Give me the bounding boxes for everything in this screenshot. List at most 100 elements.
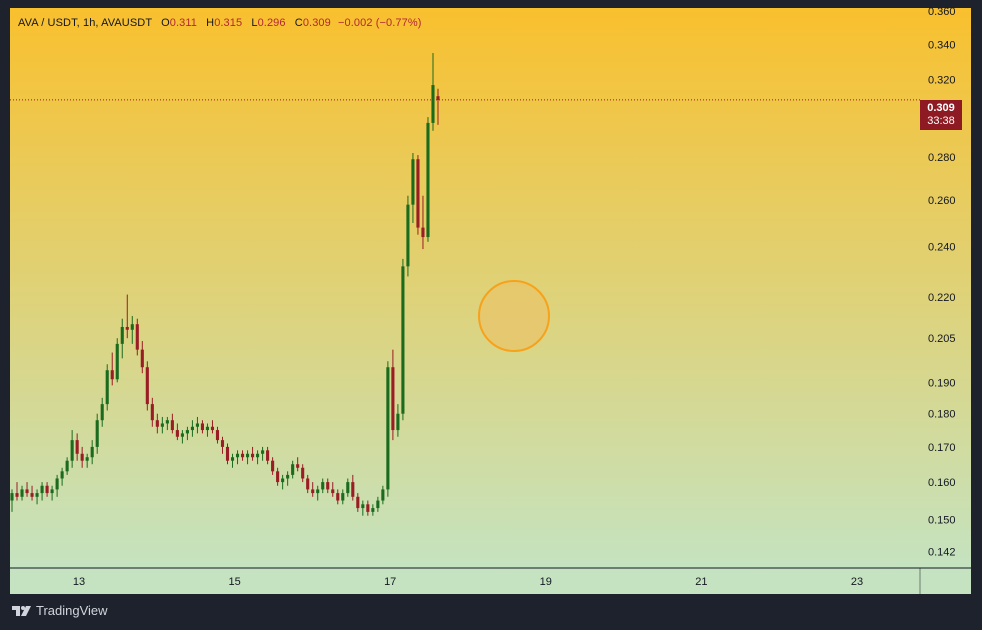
candle-body <box>351 482 355 497</box>
candle-body <box>431 85 435 123</box>
symbol-legend[interactable]: AVA / USDT, 1h, AVAUSDT O0.311 H0.315 L0… <box>18 17 421 29</box>
candle-body <box>115 343 119 380</box>
candle <box>301 464 305 483</box>
low-label: L <box>251 17 258 29</box>
price-tick-label: 0.280 <box>928 152 956 164</box>
candle <box>200 420 205 434</box>
candle-body <box>65 460 69 472</box>
candle <box>381 485 385 505</box>
candle <box>326 478 330 494</box>
price-tick-label: 0.220 <box>928 292 956 304</box>
candle-body <box>55 478 59 490</box>
candle <box>366 500 370 516</box>
candle <box>286 471 290 486</box>
candle-body <box>15 493 19 497</box>
candle <box>361 500 365 516</box>
candle-body <box>25 489 29 494</box>
candle-body <box>421 227 425 238</box>
price-tick-label: 0.260 <box>928 195 956 207</box>
candle <box>25 482 29 497</box>
candle-body <box>90 446 94 458</box>
chart-background <box>10 8 971 568</box>
high-value: 0.315 <box>214 17 243 29</box>
candle <box>210 420 215 434</box>
candle-body <box>190 426 194 431</box>
candle <box>180 430 184 444</box>
candle-body <box>45 485 49 494</box>
candle <box>125 294 129 339</box>
candle <box>256 450 260 465</box>
price-tick-label: 0.205 <box>928 333 956 345</box>
candle <box>306 474 310 494</box>
candle-body <box>235 453 240 458</box>
candle <box>20 485 24 501</box>
candle <box>55 474 59 497</box>
candle <box>225 443 230 465</box>
candle-body <box>416 159 420 228</box>
candle <box>160 416 164 434</box>
candle-body <box>10 493 14 501</box>
price-axis[interactable]: 0.142 0.150 0.160 0.170 0.180 0.190 0.205 0.220… <box>928 6 956 558</box>
highlight-marker <box>478 280 550 352</box>
candle-body <box>120 326 124 344</box>
candle <box>35 489 39 505</box>
candle <box>436 88 440 125</box>
price-tick-label: 0.170 <box>928 442 956 454</box>
candle-body <box>356 496 360 509</box>
candle <box>115 338 119 383</box>
candle-body <box>225 446 230 461</box>
candle <box>401 258 405 421</box>
candle-body <box>205 426 210 431</box>
change-value: −0.002 (−0.77%) <box>338 17 422 29</box>
close-value: 0.309 <box>302 17 331 29</box>
candles-series <box>10 53 440 516</box>
candle <box>30 485 34 501</box>
candle-body <box>110 370 114 380</box>
candle-body <box>426 122 430 238</box>
candle-body <box>20 489 24 497</box>
tradingview-logo[interactable]: TradingView <box>12 603 108 618</box>
candle <box>80 446 84 468</box>
candle-body <box>291 464 295 475</box>
open-label: O <box>161 17 170 29</box>
candle <box>266 446 270 465</box>
candle-body <box>346 482 350 494</box>
candle <box>60 467 64 486</box>
time-axis[interactable]: 13 15 17 19 21 23 <box>73 576 863 588</box>
candle-body <box>436 96 440 100</box>
candle <box>150 397 154 427</box>
price-tick-label: 0.190 <box>928 377 956 389</box>
candle <box>95 413 99 454</box>
candle <box>331 482 335 497</box>
candle <box>416 155 420 235</box>
bar-countdown: 33:38 <box>927 115 955 127</box>
candle <box>421 195 425 250</box>
candle <box>240 450 245 461</box>
candle <box>175 423 179 441</box>
candle-body <box>396 413 400 431</box>
candle-body <box>286 474 290 479</box>
candle-body <box>331 489 335 494</box>
candle <box>100 397 104 427</box>
candle <box>155 413 159 434</box>
time-axis-panel[interactable] <box>10 568 971 594</box>
candle-body <box>215 430 220 441</box>
candle-body <box>105 370 109 405</box>
candle <box>110 352 114 386</box>
candle <box>40 482 44 501</box>
time-tick-label: 15 <box>228 576 240 588</box>
candle-body <box>245 453 250 458</box>
candle <box>190 420 194 437</box>
candle-body <box>130 324 134 330</box>
candle-body <box>140 349 144 368</box>
price-tick-label: 0.240 <box>928 242 956 254</box>
candle-body <box>316 489 320 494</box>
candle <box>351 474 355 501</box>
candle <box>215 426 220 444</box>
candle <box>185 426 189 441</box>
candle <box>321 478 325 494</box>
candle <box>205 423 210 437</box>
candle-body <box>150 404 154 421</box>
candle-body <box>70 440 74 461</box>
